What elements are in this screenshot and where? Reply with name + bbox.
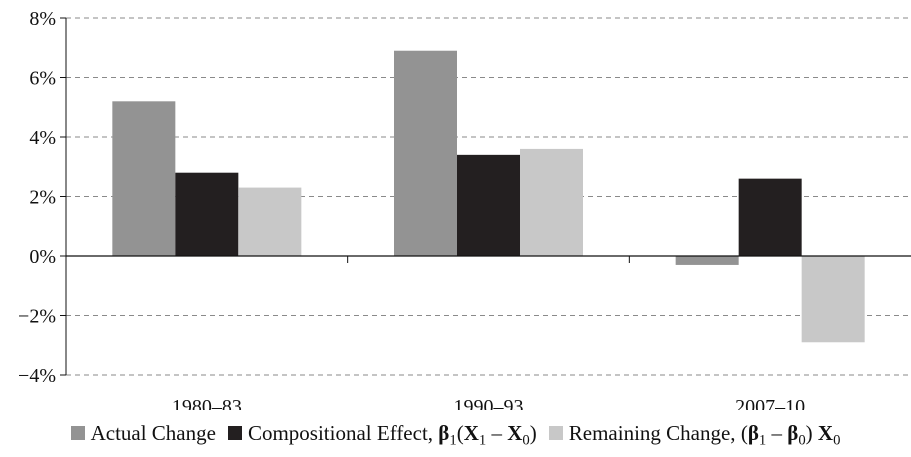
legend-item-compositional: Compositional Effect, β1(X1 – X0) — [227, 420, 537, 448]
bar — [175, 172, 239, 256]
axes — [60, 17, 911, 376]
x-category-label: 2007–10 — [735, 396, 805, 410]
legend: Actual Change Compositional Effect, β1(X… — [0, 415, 911, 451]
bar — [394, 50, 457, 256]
bar — [238, 187, 302, 256]
legend-item-actual: Actual Change — [70, 420, 216, 446]
bar — [738, 178, 802, 256]
bar — [112, 101, 176, 256]
legend-item-remaining: Remaining Change, (β1 – β0) X0 — [548, 420, 841, 448]
y-axis-ticks: −4% −2% 0% 2% 4% 6% 8% — [18, 8, 56, 387]
bars — [112, 50, 865, 343]
legend-label-actual: Actual Change — [90, 420, 216, 445]
bar-chart: −4% −2% 0% 2% 4% 6% 8% 1980–83 1990–93 2007–10 — [18, 8, 911, 410]
y-tick-label: 4% — [29, 127, 56, 149]
category-labels: 1980–83 1990–93 2007–10 — [172, 396, 805, 410]
y-tick-label: −4% — [18, 365, 56, 387]
legend-swatch-actual — [70, 426, 85, 440]
y-tick-label: 2% — [29, 187, 56, 209]
x-category-label: 1990–93 — [454, 396, 524, 410]
y-tick-label: 8% — [29, 8, 56, 30]
y-tick-label: −2% — [18, 306, 56, 328]
legend-swatch-compositional — [227, 426, 242, 440]
x-category-label: 1980–83 — [172, 396, 242, 410]
legend-swatch-remaining — [548, 426, 563, 440]
y-tick-label: 0% — [29, 246, 56, 268]
legend-label-remaining: Remaining Change, (β1 – β0) X0 — [568, 420, 841, 448]
legend-label-compositional: Compositional Effect, β1(X1 – X0) — [247, 420, 537, 448]
bar — [520, 148, 583, 256]
bar — [675, 256, 739, 265]
bar — [457, 154, 520, 256]
bar — [801, 256, 865, 343]
y-tick-label: 6% — [29, 68, 56, 90]
